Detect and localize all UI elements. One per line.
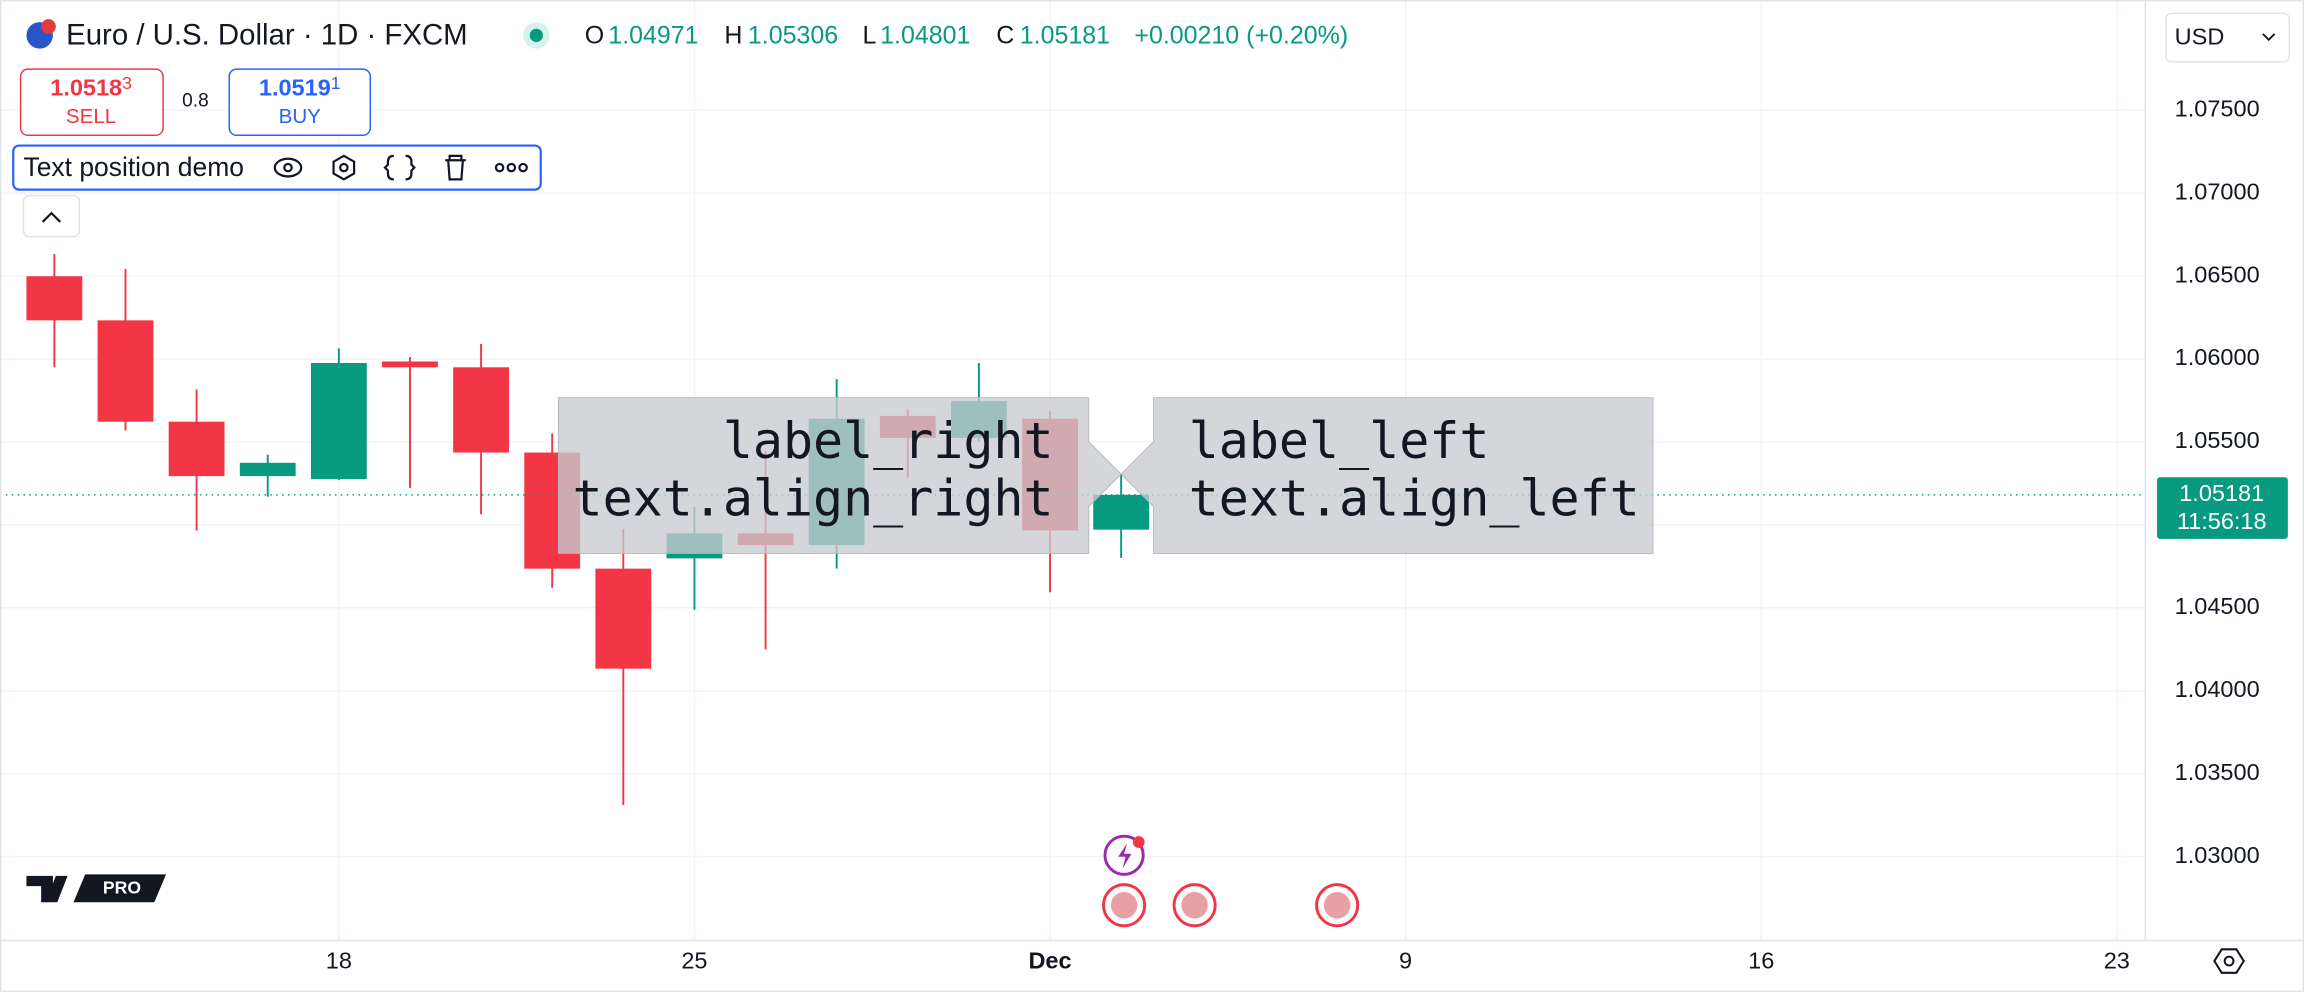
x-tick-label: 23 — [2104, 948, 2130, 974]
countdown: 11:56:18 — [2177, 508, 2267, 534]
y-tick-label: 1.07500 — [2175, 95, 2260, 121]
spread: 0.8 — [182, 91, 209, 112]
symbol-icon — [41, 19, 56, 34]
axis-settings-icon[interactable] — [2213, 948, 2245, 974]
settings-button[interactable] — [332, 154, 356, 181]
dropdown-icon — [2262, 33, 2276, 42]
visibility-button[interactable] — [273, 157, 303, 178]
x-tick-label: 9 — [1399, 948, 1412, 974]
ohlc-legend: O 1.04971 H 1.05306 L 1.04801 C 1.05181 — [585, 21, 1110, 49]
y-tick-label: 1.03500 — [2175, 759, 2260, 785]
ohlc-label: O — [585, 21, 604, 49]
y-tick-label: 1.06000 — [2175, 344, 2260, 370]
x-tick-label: Dec — [1028, 948, 1071, 974]
currency: USD — [2175, 23, 2225, 49]
change: +0.00210 (+0.20%) — [1134, 21, 1348, 49]
ohlc-value: 1.04971 — [608, 21, 698, 49]
event-dot — [1132, 836, 1145, 848]
time-axis: 18 25 Dec 9 16 23 — [326, 948, 2130, 974]
label-text: label_left — [1189, 412, 1490, 470]
flag-icon — [1181, 892, 1208, 919]
y-tick-label: 1.07000 — [2175, 178, 2260, 204]
candle-body — [595, 568, 652, 669]
candle-body — [310, 362, 367, 480]
more-button[interactable] — [506, 162, 517, 173]
price-axis: 1.030001.035001.040001.045001.050001.055… — [2157, 95, 2288, 868]
x-tick-label: 25 — [681, 948, 707, 974]
ohlc-label: H — [724, 21, 742, 49]
last-price-tag — [2157, 477, 2288, 539]
ohlc-value: 1.05181 — [1020, 21, 1110, 49]
ohlc-value: 1.04801 — [880, 21, 970, 49]
x-tick-label: 16 — [1748, 948, 1774, 974]
sell-button[interactable] — [19, 68, 164, 136]
sell-label: SELL — [66, 105, 116, 128]
buy-price: 1.05191 — [259, 72, 341, 100]
sell-pip: 3 — [122, 72, 132, 92]
axis-settings[interactable] — [2213, 948, 2245, 974]
y-tick-label: 1.04000 — [2175, 676, 2260, 702]
y-tick-label: 1.04500 — [2175, 593, 2260, 619]
buy-label: BUY — [279, 105, 322, 128]
delete-button[interactable] — [445, 154, 466, 181]
ohlc-label: C — [996, 21, 1014, 49]
source-button[interactable] — [383, 154, 416, 181]
y-tick-label: 1.05500 — [2175, 427, 2260, 453]
logo-mark — [26, 875, 68, 903]
candle-body — [453, 367, 509, 453]
label-box — [557, 397, 1122, 554]
candle-body — [382, 361, 438, 368]
y-tick-label: 1.03000 — [2175, 842, 2260, 868]
buy-price: 1.0519 — [259, 75, 331, 101]
visibility-button — [283, 162, 293, 173]
label-text: label_right — [723, 412, 1054, 470]
candle-body — [168, 421, 225, 477]
indicator-title[interactable]: Text position demo — [24, 152, 244, 182]
indicator-tools — [273, 154, 528, 181]
axis-settings-icon — [2223, 955, 2235, 967]
events — [1102, 834, 1360, 928]
logo-text: PRO — [103, 878, 141, 898]
currency-select[interactable] — [2165, 12, 2291, 63]
buy-pip: 1 — [331, 72, 341, 92]
candle-body — [1093, 494, 1150, 530]
symbol-title[interactable]: Euro / U.S. Dollar · 1D · FXCM — [66, 19, 468, 52]
market-status — [529, 28, 543, 42]
candle-body — [26, 276, 83, 321]
more-button[interactable] — [494, 162, 505, 173]
flag-icon — [1323, 892, 1351, 919]
logo: PRO — [26, 874, 167, 903]
last-price: 1.05181 — [2179, 480, 2264, 506]
sell-price: 1.0518 — [50, 75, 122, 101]
sell-price: 1.05183 — [50, 72, 132, 100]
label-text: text.align_right — [573, 470, 1054, 528]
more-button[interactable] — [518, 162, 528, 173]
flag-icon — [1110, 892, 1138, 919]
ohlc-label: L — [863, 21, 877, 49]
ohlc-value: 1.05306 — [748, 21, 838, 49]
collapse-button[interactable] — [22, 194, 81, 238]
candle-body — [97, 320, 154, 422]
buy-button[interactable] — [228, 68, 372, 136]
candle-body — [239, 462, 296, 477]
logo-badge — [73, 874, 167, 903]
label-text: text.align_left — [1189, 470, 1640, 528]
event-icon — [1118, 843, 1132, 869]
x-tick-label: 18 — [326, 948, 352, 974]
collapse-icon — [41, 211, 62, 223]
y-tick-label: 1.06500 — [2175, 261, 2260, 287]
settings-button — [339, 162, 349, 173]
label-box — [1120, 397, 1654, 554]
